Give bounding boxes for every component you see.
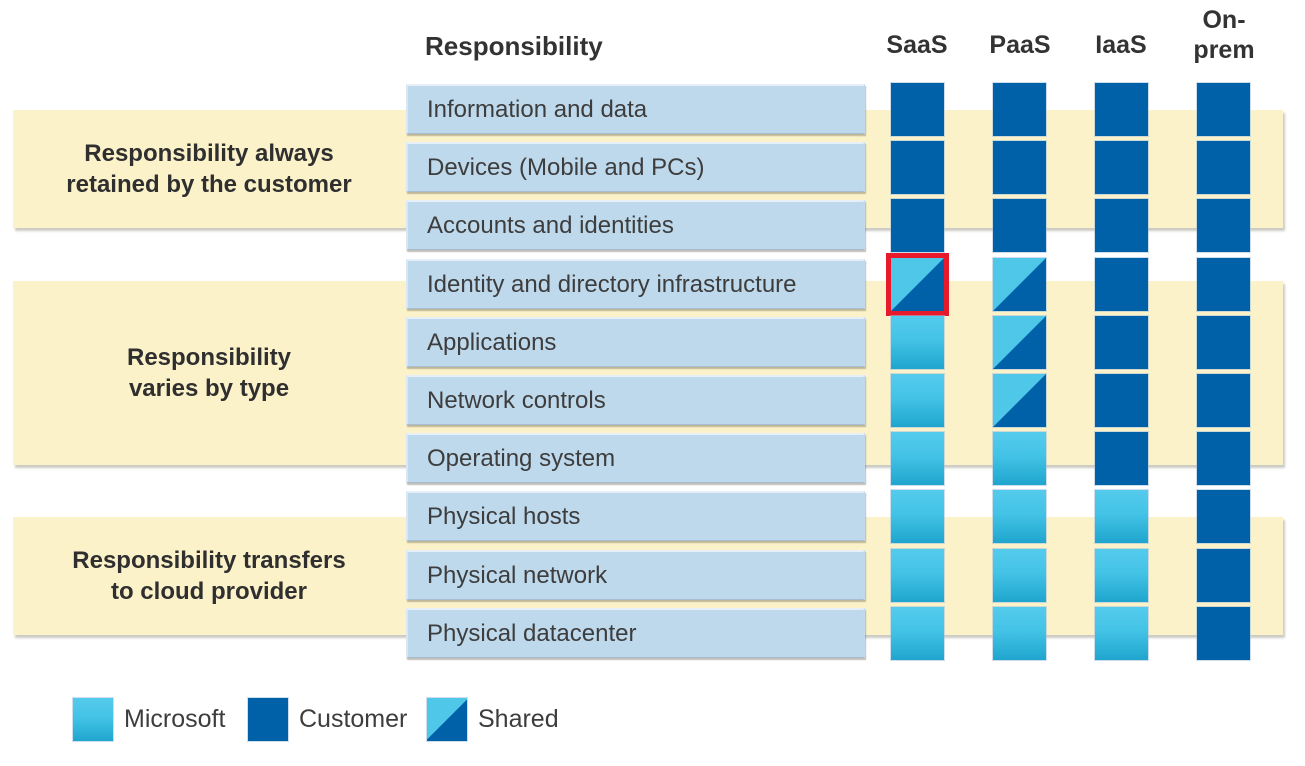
cell-saas-row4-highlighted [886, 253, 949, 316]
legend-swatch-customer [248, 698, 288, 741]
cell-saas-row7 [891, 432, 944, 485]
legend-label-shared: Shared [478, 705, 559, 733]
cell-onprem-row5 [1197, 316, 1250, 369]
cell-iaas-row2 [1095, 141, 1148, 194]
cell-saas-row9 [891, 549, 944, 602]
cell-iaas-row10 [1095, 607, 1148, 660]
cell-saas-row8 [891, 490, 944, 543]
column-header-iaas: IaaS [1095, 31, 1147, 59]
cell-iaas-row8 [1095, 490, 1148, 543]
cell-onprem-row10 [1197, 607, 1250, 660]
cell-saas-row2 [891, 141, 944, 194]
cell-onprem-row9 [1197, 549, 1250, 602]
cell-paas-row8 [993, 490, 1046, 543]
cell-paas-row4 [993, 258, 1046, 311]
legend-swatch-shared [427, 698, 467, 741]
cell-paas-row6 [993, 374, 1046, 427]
cell-onprem-row7 [1197, 432, 1250, 485]
legend-label-microsoft: Microsoft [124, 705, 226, 733]
responsibility-column-header: Responsibility [425, 31, 603, 61]
cell-saas-row3 [891, 199, 944, 252]
cell-onprem-row3 [1197, 199, 1250, 252]
cell-iaas-row3 [1095, 199, 1148, 252]
cell-onprem-row1 [1197, 83, 1250, 136]
cell-onprem-row8 [1197, 490, 1250, 543]
column-header-saas: SaaS [886, 31, 948, 59]
column-header-paas: PaaS [989, 31, 1051, 59]
cell-paas-row1 [993, 83, 1046, 136]
cell-paas-row7 [993, 432, 1046, 485]
cell-iaas-row7 [1095, 432, 1148, 485]
group-label-transfers: Responsibility transfers to cloud provid… [72, 547, 346, 605]
row-label: Applications [406, 317, 865, 367]
row-label: Physical hosts [406, 491, 865, 541]
row-label: Physical datacenter [406, 608, 865, 658]
cell-paas-row9 [993, 549, 1046, 602]
row-label: Operating system [406, 433, 865, 483]
cell-saas-row6 [891, 374, 944, 427]
row-label: Physical network [406, 550, 865, 600]
cell-iaas-row6 [1095, 374, 1148, 427]
cell-saas-row10 [891, 607, 944, 660]
cell-iaas-row1 [1095, 83, 1148, 136]
group-label-varies: Responsibility varies by type [126, 344, 292, 402]
cell-onprem-row2 [1197, 141, 1250, 194]
cell-paas-row10 [993, 607, 1046, 660]
cell-saas-row5 [891, 316, 944, 369]
row-label: Information and data [406, 84, 865, 134]
legend-item-microsoft: Microsoft [73, 698, 225, 741]
cell-iaas-row4 [1095, 258, 1148, 311]
cell-iaas-row5 [1095, 316, 1148, 369]
cell-saas-row1 [891, 83, 944, 136]
cell-onprem-row6 [1197, 374, 1250, 427]
legend-item-shared: Shared [427, 698, 559, 741]
column-header-onprem: On- prem [1193, 6, 1255, 64]
legend-item-customer: Customer [248, 698, 407, 741]
legend-swatch-microsoft [73, 698, 113, 741]
cell-paas-row3 [993, 199, 1046, 252]
cell-paas-row5 [993, 316, 1046, 369]
row-label: Network controls [406, 375, 865, 425]
cell-paas-row2 [993, 141, 1046, 194]
cell-onprem-row4 [1197, 258, 1250, 311]
legend-label-customer: Customer [299, 705, 408, 733]
row-label: Identity and directory infrastructure [406, 259, 865, 309]
row-label: Accounts and identities [406, 200, 865, 250]
group-label-retained: Responsibility always retained by the cu… [66, 140, 352, 198]
row-label: Devices (Mobile and PCs) [406, 142, 865, 192]
cell-iaas-row9 [1095, 549, 1148, 602]
